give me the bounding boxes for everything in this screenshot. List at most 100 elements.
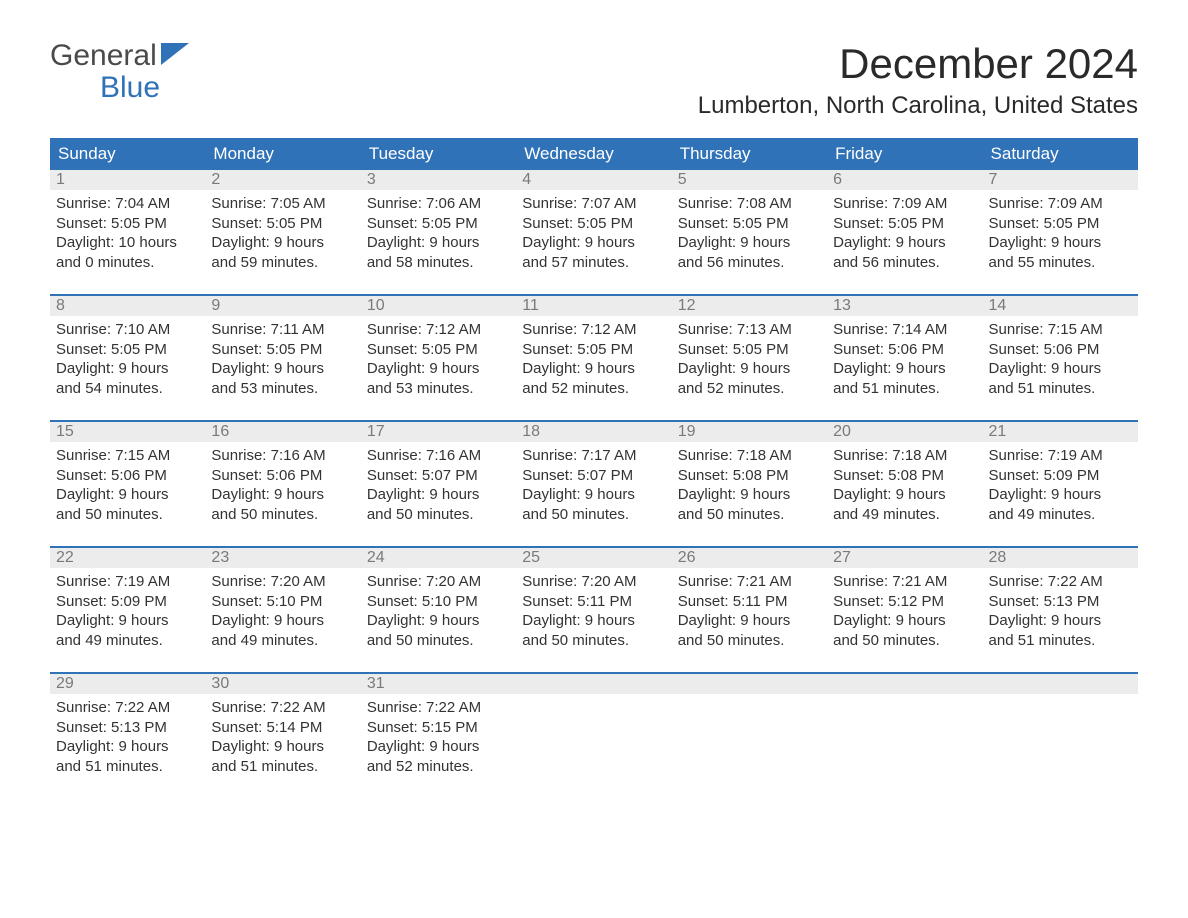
sunrise-text: Sunrise: 7:12 AM <box>522 320 665 340</box>
daylight-line1: Daylight: 9 hours <box>56 359 199 379</box>
day-number: 24 <box>361 548 516 568</box>
sunset-text: Sunset: 5:05 PM <box>522 340 665 360</box>
day-number: 15 <box>50 422 205 442</box>
day-data: Sunrise: 7:12 AMSunset: 5:05 PMDaylight:… <box>361 316 516 404</box>
day-data: Sunrise: 7:17 AMSunset: 5:07 PMDaylight:… <box>516 442 671 530</box>
daylight-line2: and 59 minutes. <box>211 253 354 273</box>
sunrise-text: Sunrise: 7:08 AM <box>678 194 821 214</box>
location: Lumberton, North Carolina, United States <box>698 92 1138 120</box>
sunrise-text: Sunrise: 7:22 AM <box>367 698 510 718</box>
daylight-line1: Daylight: 9 hours <box>522 485 665 505</box>
daylight-line2: and 49 minutes. <box>989 505 1132 525</box>
calendar-day: 19Sunrise: 7:18 AMSunset: 5:08 PMDayligh… <box>672 422 827 532</box>
day-data: Sunrise: 7:16 AMSunset: 5:06 PMDaylight:… <box>205 442 360 530</box>
daylight-line2: and 50 minutes. <box>522 631 665 651</box>
day-number: 25 <box>516 548 671 568</box>
sunrise-text: Sunrise: 7:13 AM <box>678 320 821 340</box>
sunrise-text: Sunrise: 7:17 AM <box>522 446 665 466</box>
day-number: 4 <box>516 170 671 190</box>
day-data: Sunrise: 7:20 AMSunset: 5:11 PMDaylight:… <box>516 568 671 656</box>
daylight-line1: Daylight: 9 hours <box>522 359 665 379</box>
day-number: 30 <box>205 674 360 694</box>
day-number: 3 <box>361 170 516 190</box>
day-number <box>672 674 827 694</box>
daylight-line2: and 54 minutes. <box>56 379 199 399</box>
day-data: Sunrise: 7:10 AMSunset: 5:05 PMDaylight:… <box>50 316 205 404</box>
sunrise-text: Sunrise: 7:16 AM <box>211 446 354 466</box>
header-wednesday: Wednesday <box>516 138 671 170</box>
sunset-text: Sunset: 5:10 PM <box>367 592 510 612</box>
daylight-line2: and 52 minutes. <box>367 757 510 777</box>
day-data: Sunrise: 7:22 AMSunset: 5:13 PMDaylight:… <box>983 568 1138 656</box>
sunrise-text: Sunrise: 7:20 AM <box>367 572 510 592</box>
day-number: 8 <box>50 296 205 316</box>
daylight-line1: Daylight: 9 hours <box>989 359 1132 379</box>
calendar-day: 5Sunrise: 7:08 AMSunset: 5:05 PMDaylight… <box>672 170 827 280</box>
daylight-line2: and 50 minutes. <box>367 631 510 651</box>
daylight-line1: Daylight: 9 hours <box>833 611 976 631</box>
calendar-day: 8Sunrise: 7:10 AMSunset: 5:05 PMDaylight… <box>50 296 205 406</box>
daylight-line2: and 52 minutes. <box>678 379 821 399</box>
sunrise-text: Sunrise: 7:18 AM <box>678 446 821 466</box>
calendar-day: 29Sunrise: 7:22 AMSunset: 5:13 PMDayligh… <box>50 674 205 784</box>
sunset-text: Sunset: 5:06 PM <box>211 466 354 486</box>
daylight-line1: Daylight: 9 hours <box>56 485 199 505</box>
sunset-text: Sunset: 5:06 PM <box>989 340 1132 360</box>
sunrise-text: Sunrise: 7:22 AM <box>211 698 354 718</box>
sunset-text: Sunset: 5:05 PM <box>211 340 354 360</box>
sunset-text: Sunset: 5:05 PM <box>211 214 354 234</box>
day-number: 28 <box>983 548 1138 568</box>
calendar-week: 15Sunrise: 7:15 AMSunset: 5:06 PMDayligh… <box>50 420 1138 532</box>
daylight-line2: and 50 minutes. <box>833 631 976 651</box>
daylight-line2: and 53 minutes. <box>211 379 354 399</box>
daylight-line1: Daylight: 9 hours <box>56 611 199 631</box>
sunrise-text: Sunrise: 7:09 AM <box>989 194 1132 214</box>
sunset-text: Sunset: 5:09 PM <box>56 592 199 612</box>
day-data: Sunrise: 7:16 AMSunset: 5:07 PMDaylight:… <box>361 442 516 530</box>
day-data: Sunrise: 7:15 AMSunset: 5:06 PMDaylight:… <box>983 316 1138 404</box>
day-number <box>516 674 671 694</box>
header-saturday: Saturday <box>983 138 1138 170</box>
weeks-container: 1Sunrise: 7:04 AMSunset: 5:05 PMDaylight… <box>50 170 1138 784</box>
sunset-text: Sunset: 5:06 PM <box>56 466 199 486</box>
day-number: 13 <box>827 296 982 316</box>
daylight-line1: Daylight: 9 hours <box>678 233 821 253</box>
sunrise-text: Sunrise: 7:20 AM <box>211 572 354 592</box>
day-number: 12 <box>672 296 827 316</box>
calendar-day <box>516 674 671 784</box>
daylight-line2: and 49 minutes. <box>833 505 976 525</box>
sunrise-text: Sunrise: 7:07 AM <box>522 194 665 214</box>
calendar-week: 22Sunrise: 7:19 AMSunset: 5:09 PMDayligh… <box>50 546 1138 658</box>
day-number: 23 <box>205 548 360 568</box>
calendar-day: 10Sunrise: 7:12 AMSunset: 5:05 PMDayligh… <box>361 296 516 406</box>
calendar-week: 1Sunrise: 7:04 AMSunset: 5:05 PMDaylight… <box>50 170 1138 280</box>
daylight-line2: and 50 minutes. <box>522 505 665 525</box>
day-data: Sunrise: 7:04 AMSunset: 5:05 PMDaylight:… <box>50 190 205 278</box>
header-monday: Monday <box>205 138 360 170</box>
daylight-line1: Daylight: 9 hours <box>56 737 199 757</box>
daylight-line1: Daylight: 9 hours <box>833 233 976 253</box>
day-data: Sunrise: 7:22 AMSunset: 5:13 PMDaylight:… <box>50 694 205 782</box>
daylight-line2: and 51 minutes. <box>211 757 354 777</box>
title-block: December 2024 Lumberton, North Carolina,… <box>698 40 1138 120</box>
sunrise-text: Sunrise: 7:15 AM <box>989 320 1132 340</box>
sunset-text: Sunset: 5:10 PM <box>211 592 354 612</box>
calendar-day: 17Sunrise: 7:16 AMSunset: 5:07 PMDayligh… <box>361 422 516 532</box>
daylight-line2: and 55 minutes. <box>989 253 1132 273</box>
calendar-day: 11Sunrise: 7:12 AMSunset: 5:05 PMDayligh… <box>516 296 671 406</box>
day-data: Sunrise: 7:18 AMSunset: 5:08 PMDaylight:… <box>827 442 982 530</box>
daylight-line2: and 50 minutes. <box>678 631 821 651</box>
header-sunday: Sunday <box>50 138 205 170</box>
sunrise-text: Sunrise: 7:22 AM <box>56 698 199 718</box>
daylight-line2: and 56 minutes. <box>678 253 821 273</box>
daylight-line2: and 58 minutes. <box>367 253 510 273</box>
sunrise-text: Sunrise: 7:15 AM <box>56 446 199 466</box>
sunrise-text: Sunrise: 7:11 AM <box>211 320 354 340</box>
sunset-text: Sunset: 5:08 PM <box>678 466 821 486</box>
sunrise-text: Sunrise: 7:19 AM <box>56 572 199 592</box>
calendar-day: 7Sunrise: 7:09 AMSunset: 5:05 PMDaylight… <box>983 170 1138 280</box>
calendar-day: 20Sunrise: 7:18 AMSunset: 5:08 PMDayligh… <box>827 422 982 532</box>
sunset-text: Sunset: 5:05 PM <box>522 214 665 234</box>
sunrise-text: Sunrise: 7:16 AM <box>367 446 510 466</box>
day-data: Sunrise: 7:07 AMSunset: 5:05 PMDaylight:… <box>516 190 671 278</box>
